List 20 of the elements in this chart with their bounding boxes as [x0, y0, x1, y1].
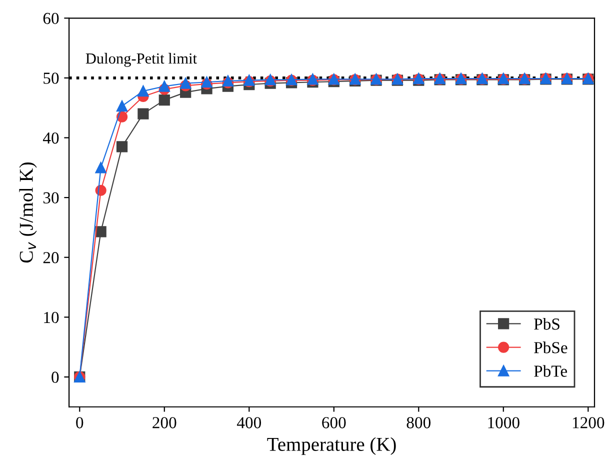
y-tick-label: 40 — [42, 132, 59, 144]
y-tick-label: 60 — [43, 12, 59, 24]
y-axis-title: C$_{v}$ (J/mol K) — [19, 162, 37, 263]
x-tick-label: 1000 — [488, 417, 520, 428]
x-tick-label: 200 — [152, 417, 176, 428]
legend-label: PbS — [534, 318, 560, 330]
x-tick-label: 1200 — [572, 417, 604, 428]
y-tick-label: 30 — [43, 192, 59, 204]
y-tick-label: 20 — [43, 252, 59, 264]
x-axis-title: Temperature (K) — [267, 437, 396, 455]
y-tick-label: 50 — [44, 72, 59, 84]
x-tick-label: 800 — [406, 417, 431, 428]
y-tick-label: 10 — [44, 312, 59, 324]
y-tick-label: 0 — [52, 372, 59, 383]
ref-line-label: Dulong-Petit limit — [86, 52, 197, 67]
x-tick-label: 0 — [76, 417, 84, 428]
x-tick-label: 600 — [322, 417, 346, 428]
x-tick-label: 400 — [236, 417, 262, 428]
legend-label: PbTe — [534, 365, 568, 377]
legend-label: PbSe — [534, 342, 568, 354]
